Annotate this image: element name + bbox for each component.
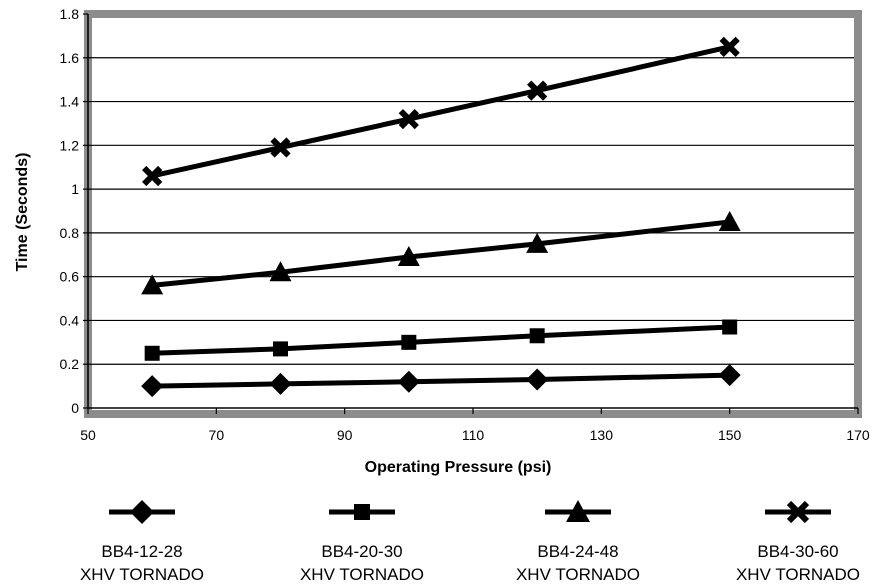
data-point-diamond bbox=[718, 364, 741, 387]
legend-item-bb4-12-28: BB4-12-28 XHV TORNADO bbox=[42, 496, 242, 586]
y-tick-label: 0.8 bbox=[60, 225, 80, 241]
data-point-diamond bbox=[141, 375, 164, 398]
legend-sublabel: XHV TORNADO bbox=[515, 565, 641, 584]
data-point-square bbox=[722, 319, 738, 335]
y-tick-label: 1.6 bbox=[60, 50, 80, 66]
data-point-diamond bbox=[397, 370, 420, 393]
legend-label: BB4-30-60 bbox=[757, 542, 839, 561]
y-axis-title: Time (Seconds) bbox=[14, 153, 31, 272]
data-point-x bbox=[398, 108, 419, 130]
data-point-triangle bbox=[397, 245, 420, 266]
data-point-x bbox=[142, 165, 163, 187]
x-tick-label: 170 bbox=[846, 427, 870, 443]
legend-swatch-diamond bbox=[109, 500, 175, 524]
legend-label: BB4-20-30 bbox=[321, 542, 403, 561]
x-tick-label: 150 bbox=[718, 427, 742, 443]
data-point-triangle bbox=[141, 274, 164, 295]
data-point-triangle bbox=[526, 232, 549, 253]
legend-item-bb4-20-30: BB4-20-30 XHV TORNADO bbox=[262, 496, 462, 586]
data-point-triangle bbox=[269, 261, 292, 282]
data-point-square bbox=[273, 341, 288, 357]
x-axis-title: Operating Pressure (psi) bbox=[365, 459, 552, 476]
data-point-x bbox=[719, 36, 740, 57]
x-tick-label: 90 bbox=[337, 427, 353, 443]
data-point-diamond bbox=[269, 372, 292, 395]
legend-sublabel: XHV TORNADO bbox=[79, 565, 205, 584]
y-tick-label: 1 bbox=[71, 181, 79, 197]
y-tick-label: 1.4 bbox=[60, 94, 80, 110]
y-tick-label: 1.8 bbox=[60, 6, 80, 22]
y-tick-label: 0.2 bbox=[60, 356, 80, 372]
x-tick-label: 110 bbox=[462, 427, 485, 443]
legend-swatch-square bbox=[329, 504, 395, 520]
y-tick-label: 0 bbox=[71, 400, 79, 416]
x-tick-label: 70 bbox=[209, 427, 225, 443]
data-point-diamond bbox=[526, 368, 549, 391]
x-tick-label: 50 bbox=[80, 427, 96, 443]
line-chart: 0 0.2 0.4 0.6 0.8 1 1.2 1.4 1.6 1.8 50 70 90 110 130 15… bbox=[14, 6, 870, 476]
legend-label: BB4-24-48 bbox=[537, 542, 619, 561]
legend-swatch-x bbox=[765, 500, 831, 524]
data-point-square bbox=[144, 345, 160, 361]
data-point-x bbox=[527, 80, 548, 101]
y-tick-label: 0.6 bbox=[60, 269, 80, 285]
legend-swatch-triangle bbox=[545, 500, 611, 522]
y-tick-label: 1.2 bbox=[60, 137, 80, 153]
data-point-square bbox=[529, 328, 545, 344]
legend: BB4-12-28 XHV TORNADO BB4-20-30 XHV TORNAD… bbox=[0, 496, 873, 584]
legend-label: BB4-12-28 bbox=[101, 542, 183, 561]
data-point-x bbox=[270, 137, 291, 158]
y-tick-label: 0.4 bbox=[60, 312, 80, 328]
legend-item-bb4-24-48: BB4-24-48 XHV TORNADO bbox=[478, 496, 678, 586]
legend-sublabel: XHV TORNADO bbox=[299, 565, 425, 584]
x-tick-label: 130 bbox=[590, 427, 614, 443]
legend-sublabel: XHV TORNADO bbox=[735, 565, 861, 584]
data-point-triangle bbox=[718, 210, 741, 231]
data-point-square bbox=[401, 334, 417, 350]
legend-item-bb4-30-60: BB4-30-60 XHV TORNADO bbox=[698, 496, 873, 586]
